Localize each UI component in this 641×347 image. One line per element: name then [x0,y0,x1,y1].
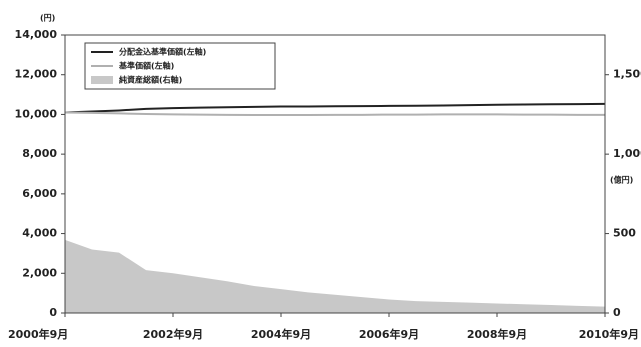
y-tick-label: 4,000 [22,227,57,240]
y-axis-label: (円) [40,14,55,23]
plot-frame [64,34,606,314]
line [64,102,606,114]
y2-tick-label: 500 [613,227,636,240]
line [64,111,605,117]
x-tick-label: 2004年9月 [251,327,311,341]
legend-box [84,42,276,90]
y2-axis-label: (億円) [610,175,633,185]
y-tick-label: 12,000 [15,68,58,81]
legend-label: 純資産総額(右軸) [119,75,182,85]
y-tick-label: 6,000 [22,187,57,200]
x-tick-label: 2000年9月 [8,327,68,341]
y-tick-label: 2,000 [22,266,57,279]
x-tick-label: 2006年9月 [359,327,419,341]
area [65,239,605,313]
legend-swatch [91,76,113,84]
x-tick-label: 2008年9月 [467,327,527,341]
y-tick-label: 0 [49,306,57,319]
legend-label: 分配金込基準価額(左軸) [119,47,206,57]
y-tick-label: 8,000 [22,147,57,160]
x-tick-label: 2002年9月 [143,327,203,341]
y2-tick-label: 1,500 [613,68,641,81]
legend-label: 基準価額(左軸) [118,61,174,71]
y2-tick-label: 0 [613,306,621,319]
x-tick-label: 2010年9月 [579,327,639,341]
y-tick-label: 10,000 [15,107,58,120]
y-tick-label: 14,000 [15,28,58,41]
y2-tick-label: 1,000 [613,147,641,160]
